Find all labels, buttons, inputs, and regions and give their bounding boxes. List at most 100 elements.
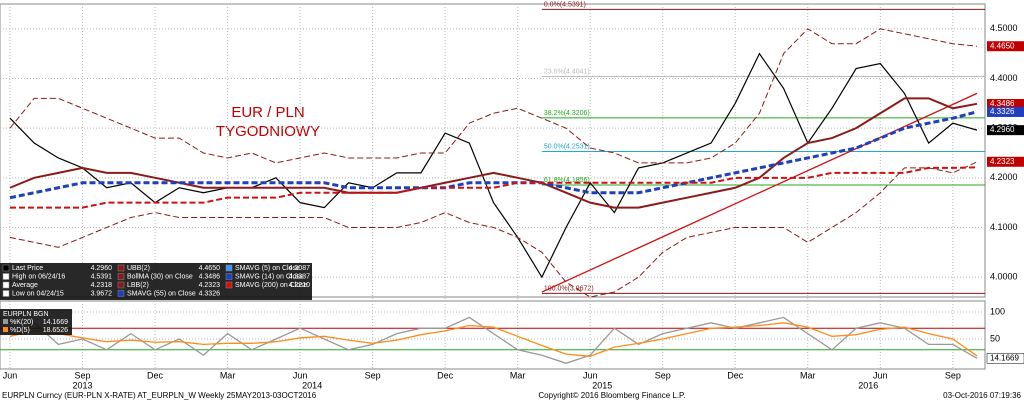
- x-tick-label: Dec: [437, 370, 454, 380]
- series-line: [9, 161, 978, 298]
- legend-value: 18.6526: [43, 327, 68, 334]
- legend-swatch: [225, 264, 233, 272]
- y-tick-label: 100: [990, 306, 1005, 316]
- legend-value: 3.9672: [91, 290, 113, 297]
- plot-frame: [0, 3, 986, 298]
- price-tag: [987, 99, 1024, 110]
- legend-value: 4.5391: [91, 273, 113, 280]
- x-tick-label: Sep: [365, 370, 381, 380]
- x-tick-label: Jun: [873, 370, 888, 380]
- trendline: [541, 92, 978, 293]
- price-tag-label: 4.4650: [990, 41, 1015, 50]
- legend-value: 4.2210: [289, 282, 311, 289]
- legend-swatch: [3, 327, 8, 332]
- fib-label: 100.0%(3.9672): [544, 285, 594, 292]
- fib-label: 38.2%(4.3206): [544, 110, 590, 117]
- year-label: 2014: [302, 380, 322, 390]
- footer-left: EURPLN Curncy (EUR-PLN X-RATE) AT_EURPLN…: [2, 391, 317, 400]
- price-tag-label: 4.3326: [990, 107, 1015, 116]
- y-tick-label: 4.4000: [990, 73, 1018, 83]
- legend: Last Price 4.2960 High on 06/24/16 4.5391 Av…: [0, 263, 312, 300]
- footer-right: 03-Oct-2016 07:19:36: [943, 391, 1021, 400]
- oscillator-line: [9, 322, 978, 357]
- legend-name: Average: [12, 282, 38, 289]
- legend-value: 4.3326: [199, 290, 221, 297]
- legend-swatch: [117, 264, 125, 272]
- y-tick-label: 4.2000: [990, 172, 1018, 182]
- price-tag: [987, 106, 1024, 117]
- x-tick-label: Mar: [220, 370, 236, 380]
- price-tag: [987, 125, 1024, 136]
- legend-name: SMAVG (55) on Close: [127, 290, 196, 297]
- legend-value: 4.3337: [289, 273, 311, 280]
- legend-swatch: [2, 264, 10, 272]
- y-tick-label: 4.1000: [990, 222, 1018, 232]
- x-tick-label: Sep: [655, 370, 671, 380]
- fib-label: 50.0%(4.2531): [544, 143, 590, 150]
- legend-value: 4.3486: [199, 273, 221, 280]
- lower-legend: EURPLN BGN%K(20) 14.1669 %D(5) 18.6526: [0, 309, 72, 335]
- legend-swatch: [117, 290, 125, 297]
- x-tick-label: Jun: [3, 370, 18, 380]
- series-line: [9, 97, 978, 209]
- legend-name: %D(5): [10, 327, 30, 334]
- fib-label: 23.6%(4.4041): [544, 68, 590, 75]
- x-tick-label: Jun: [293, 370, 308, 380]
- oscillator-tag-label: 14.1669: [990, 353, 1019, 362]
- x-tick-label: Mar: [800, 370, 816, 380]
- price-tag: [987, 156, 1024, 167]
- x-tick-label: Dec: [727, 370, 744, 380]
- year-label: 2013: [73, 380, 93, 390]
- y-tick-label: 4.0000: [990, 272, 1018, 282]
- legend-value: 4.2318: [91, 282, 113, 289]
- legend-value: 4.4650: [199, 265, 221, 272]
- price-tag-label: 4.2323: [990, 157, 1015, 166]
- x-tick-label: Dec: [147, 370, 164, 380]
- legend-name: UBB(2): [127, 265, 150, 272]
- x-tick-label: Mar: [510, 370, 526, 380]
- price-tag-label: 4.3486: [990, 99, 1015, 108]
- lower-frame: [0, 300, 986, 370]
- price-tag-label: 4.2960: [990, 125, 1015, 134]
- year-label: 2016: [858, 380, 878, 390]
- fib-label: 0.0%(4.5391): [544, 1, 586, 8]
- oscillator-line: [9, 316, 978, 364]
- legend-value: 4.2960: [91, 265, 113, 272]
- legend-title: EURPLN BGN: [3, 311, 49, 318]
- legend-swatch: [2, 290, 10, 297]
- legend-name: SMAVG (14) on Close: [235, 273, 304, 280]
- price-tag: [987, 41, 1024, 52]
- legend-value: 4.2323: [199, 282, 221, 289]
- legend-value: 14.1669: [43, 319, 68, 326]
- x-tick-label: Jun: [583, 370, 598, 380]
- legend-name: LBB(2): [127, 282, 149, 289]
- chart-title: EUR / PLN: [231, 104, 304, 121]
- series-line: [9, 52, 978, 279]
- legend-value: 4.3087: [289, 265, 311, 272]
- x-tick-label: Sep: [75, 370, 91, 380]
- legend-swatch: [2, 281, 10, 289]
- series-line: [9, 28, 978, 164]
- year-label: 2015: [592, 380, 612, 390]
- y-tick-label: 4.5000: [990, 23, 1018, 33]
- legend-box: [0, 309, 72, 335]
- legend-name: %K(20): [10, 319, 33, 326]
- legend-name: High on 06/24/16: [12, 273, 65, 280]
- y-tick-label: 50: [990, 333, 1000, 343]
- x-tick-label: Sep: [945, 370, 961, 380]
- legend-box: [0, 263, 312, 300]
- oscillator-tag: [986, 353, 1024, 364]
- legend-name: Low on 04/24/15: [12, 290, 64, 297]
- legend-name: SMAVG (200) on Close: [235, 282, 308, 289]
- chart-subtitle: TYGODNIOWY: [216, 123, 320, 140]
- series-line: [9, 110, 978, 200]
- legend-name: BollMA (30) on Close: [127, 273, 193, 280]
- legend-swatch: [117, 281, 125, 289]
- legend-swatch: [3, 319, 8, 324]
- legend-name: Last Price: [12, 265, 43, 272]
- legend-swatch: [117, 273, 125, 280]
- legend-name: SMAVG (5) on Close: [235, 265, 300, 272]
- fib-label: 61.8%(4.1856): [544, 177, 590, 184]
- legend-swatch: [225, 273, 233, 280]
